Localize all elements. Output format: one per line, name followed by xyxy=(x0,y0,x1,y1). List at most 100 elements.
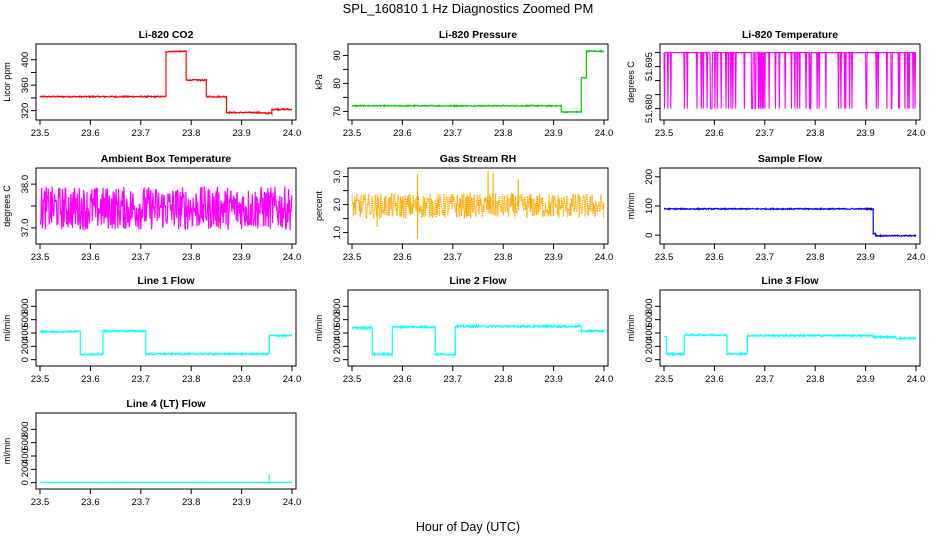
x-tick-label: 24.0 xyxy=(595,252,614,263)
panel-title: Sample Flow xyxy=(758,153,823,165)
x-tick-label: 24.0 xyxy=(907,374,926,385)
y-tick-label: 2.0 xyxy=(332,198,343,211)
x-tick-label: 23.9 xyxy=(232,252,251,263)
x-tick-label: 23.6 xyxy=(705,128,724,139)
y-tick-label: 400 xyxy=(20,52,31,68)
x-tick-label: 23.6 xyxy=(393,252,412,263)
panel-title: Ambient Box Temperature xyxy=(101,153,232,165)
x-tick-label: 23.7 xyxy=(444,128,463,139)
y-tick-label: 51.695 xyxy=(644,52,655,81)
x-tick-label: 23.7 xyxy=(444,374,463,385)
x-tick-label: 23.7 xyxy=(756,374,775,385)
panel-grid: Li-820 CO2 23.5 23.6 23.7 23.8 23.9 24.0 320 360… xyxy=(2,29,925,508)
x-tick-label: 24.0 xyxy=(283,128,302,139)
x-tick-label: 23.9 xyxy=(544,374,563,385)
x-tick-label: 23.5 xyxy=(343,252,362,263)
x-tick-label: 23.6 xyxy=(705,374,724,385)
y-tick-label: 800 xyxy=(644,298,655,314)
x-tick-label: 23.9 xyxy=(232,497,251,508)
y-tick-label: 800 xyxy=(20,421,31,437)
y-tick-label: 400 xyxy=(20,448,31,464)
plot-frame xyxy=(35,43,297,121)
x-tick-label: 23.6 xyxy=(705,252,724,263)
series xyxy=(351,171,605,239)
series-line xyxy=(664,207,917,238)
x-tick-label: 23.5 xyxy=(343,128,362,139)
series-line xyxy=(39,49,293,117)
y-tick-label: 90 xyxy=(332,50,343,61)
x-tick-label: 23.6 xyxy=(81,497,100,508)
y-tick-label: 400 xyxy=(644,325,655,341)
plot-frame xyxy=(347,167,609,245)
x-tick-label: 23.7 xyxy=(132,497,151,508)
panel-2: Li-820 Pressure 23.5 23.6 23.7 23.8 23.9 24.0 7… xyxy=(314,29,613,139)
y-axis-label: kPa xyxy=(314,74,324,90)
y-tick-label: 70 xyxy=(332,106,343,117)
x-tick-label: 23.5 xyxy=(655,128,674,139)
panel-title: Li-820 CO2 xyxy=(139,29,194,41)
x-tick-label: 23.7 xyxy=(132,252,151,263)
panel-7: Line 1 Flow 23.5 23.6 23.7 23.8 23.9 24.0 0 2004… xyxy=(2,275,301,385)
series xyxy=(39,328,293,357)
series xyxy=(663,52,917,110)
series-line xyxy=(39,186,293,232)
series-line xyxy=(663,333,917,357)
y-tick-label: 1.0 xyxy=(332,226,343,239)
y-tick-label: 360 xyxy=(20,77,31,93)
series xyxy=(351,49,605,114)
y-tick-label: 200 xyxy=(332,338,343,354)
plot-frame xyxy=(659,167,921,245)
series xyxy=(351,323,605,358)
series-line xyxy=(351,323,605,358)
x-tick-label: 23.5 xyxy=(343,374,362,385)
x-tick-label: 23.6 xyxy=(393,374,412,385)
panel-1: Li-820 CO2 23.5 23.6 23.7 23.8 23.9 24.0 320 360… xyxy=(2,29,301,139)
x-tick-label: 23.9 xyxy=(544,252,563,263)
x-tick-label: 23.9 xyxy=(856,374,875,385)
x-tick-label: 24.0 xyxy=(595,374,614,385)
y-tick-label: 0 xyxy=(20,357,31,362)
x-tick-label: 23.5 xyxy=(655,374,674,385)
y-tick-label: 80 xyxy=(332,78,343,89)
y-tick-label: 800 xyxy=(20,298,31,314)
y-axis-label: ml/min xyxy=(626,315,636,342)
panel-title: Line 1 Flow xyxy=(137,275,195,287)
y-tick-label: 600 xyxy=(20,435,31,451)
x-tick-label: 23.7 xyxy=(756,128,775,139)
plot-frame xyxy=(659,289,921,367)
x-tick-label: 23.5 xyxy=(31,497,50,508)
plot-frame xyxy=(347,289,609,367)
series-line xyxy=(351,191,605,219)
x-tick-label: 23.8 xyxy=(182,252,201,263)
x-tick-label: 23.5 xyxy=(655,252,674,263)
plot-frame xyxy=(35,412,297,490)
series-line xyxy=(39,328,293,357)
x-tick-label: 23.8 xyxy=(494,252,513,263)
x-tick-label: 23.7 xyxy=(444,252,463,263)
x-tick-label: 24.0 xyxy=(283,374,302,385)
x-tick-label: 23.8 xyxy=(494,128,513,139)
x-tick-label: 23.5 xyxy=(31,374,50,385)
x-tick-label: 23.6 xyxy=(81,374,100,385)
x-tick-label: 23.8 xyxy=(806,252,825,263)
panel-6: Sample Flow 23.5 23.6 23.7 23.8 23.9 24.0 0 100 2… xyxy=(626,153,925,263)
panel-title: Li-820 Pressure xyxy=(439,29,517,41)
x-tick-label: 24.0 xyxy=(283,252,302,263)
y-tick-label: 200 xyxy=(20,461,31,477)
y-tick-label: 200 xyxy=(20,338,31,354)
panel-title: Line 4 (LT) Flow xyxy=(126,398,206,410)
x-tick-label: 23.9 xyxy=(856,252,875,263)
series xyxy=(40,474,293,484)
x-tick-label: 23.6 xyxy=(393,128,412,139)
panel-4: Ambient Box Temperature 23.5 23.6 23.7 23.8 2… xyxy=(2,153,301,263)
y-tick-label: 51.680 xyxy=(644,94,655,123)
x-tick-label: 23.8 xyxy=(182,128,201,139)
x-tick-label: 24.0 xyxy=(907,252,926,263)
series xyxy=(664,207,917,238)
y-tick-label: 0 xyxy=(644,233,655,238)
y-axis-label: Licor ppm xyxy=(2,62,12,102)
x-tick-label: 23.5 xyxy=(31,128,50,139)
x-tick-label: 23.9 xyxy=(856,128,875,139)
plot-frame xyxy=(35,289,297,367)
